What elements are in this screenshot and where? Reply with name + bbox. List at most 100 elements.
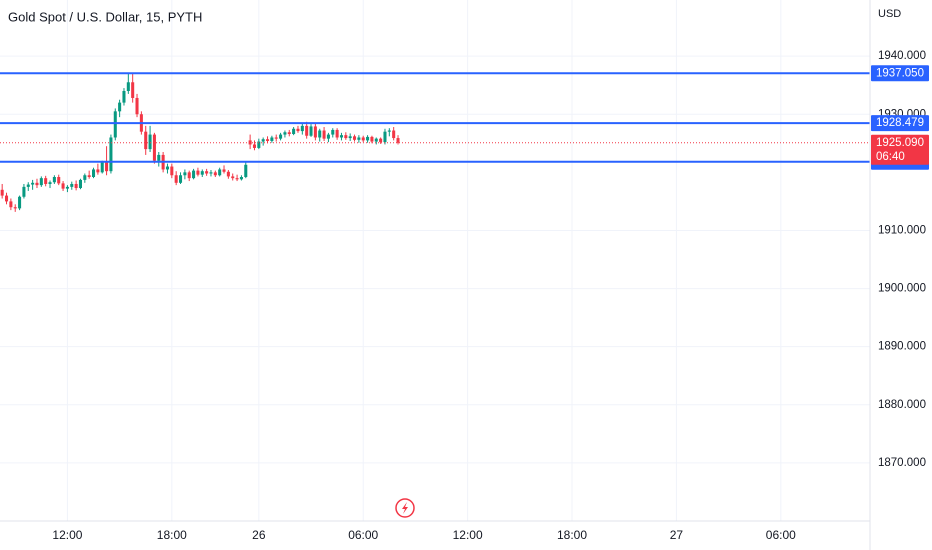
candle-body [131,82,135,98]
candle-body [83,175,87,180]
candle-body [74,183,78,189]
y-tick-label: 1910.000 [878,224,926,236]
candle-body [31,182,35,185]
candle-body [65,186,69,189]
candle-body [279,134,283,139]
candle-body [57,176,61,184]
candle-body [87,175,91,177]
candle-body [300,125,304,132]
candle-body [96,169,100,173]
x-tick-label: 06:00 [348,528,378,542]
candle-body [274,137,278,139]
event-bolt[interactable] [402,502,408,514]
candle-body [387,130,391,132]
candle-body [361,137,365,141]
candle-body [344,135,348,139]
candle-body [370,136,374,142]
candle-body [70,183,74,187]
candle-body [335,129,339,138]
candle-body [231,176,235,179]
candle-body [270,137,274,141]
candle-body [48,182,52,184]
candle-body [379,138,383,143]
plot [0,72,870,212]
candle-body [179,175,183,183]
candle-body [118,102,122,112]
candle-body [226,171,230,177]
candle-body [183,172,187,176]
candle-body [348,136,352,139]
y-tick-label: 1880.000 [878,399,926,411]
candle-body [244,164,248,177]
candle-body [353,136,357,140]
candle-body [392,130,396,139]
candle-body [109,137,113,172]
y-tick-label: 1900.000 [878,283,926,295]
x-tick-label: 18:00 [157,528,187,542]
candle-body [135,97,139,115]
candle-body [266,139,270,141]
x-tick-label: 27 [670,528,684,542]
candle-body [113,111,117,138]
candle-body [100,162,104,173]
candle-body [126,82,130,91]
candle-body [357,137,361,140]
last-price-label: 1925.090 [876,137,924,149]
x-tick-label: 12:00 [453,528,483,542]
candle-body [39,178,43,186]
candle-body [222,169,226,172]
candle-body [257,141,261,148]
candle-body [248,140,252,145]
candle-body [292,128,296,134]
level-label-bg [871,65,929,82]
x-tick-label: 06:00 [766,528,796,542]
countdown-label: 06:40 [876,151,905,163]
candle-body [239,176,243,180]
candle-body [287,132,291,134]
level-label-bg [871,115,929,132]
candle-body [144,131,148,150]
candle-body [209,172,213,174]
candle-body [261,139,265,142]
candle-body [313,126,317,138]
candle-body [383,131,387,143]
candle-body [200,171,204,175]
candle-body [283,132,287,135]
candle-body [205,171,209,174]
candle-body [235,178,239,180]
candle-body [5,195,9,202]
candle-body [213,172,217,176]
candle-body [9,201,13,208]
candle-body [92,169,96,177]
candle-body [165,166,169,170]
y-tick-label: 1890.000 [878,341,926,353]
candle-body [339,135,343,138]
x-tick-label: 18:00 [557,528,587,542]
candle-body [105,162,109,172]
candle-body [366,136,370,141]
chart-title: Gold Spot / U.S. Dollar, 15, PYTH [8,9,202,24]
candle-body [35,182,39,186]
candle-body [374,138,378,142]
candle-body [322,130,326,139]
candle-body [152,134,156,161]
candle-body [148,134,152,150]
candle-body [61,183,65,189]
candle-body [305,125,309,136]
candle-body [122,90,126,103]
y-tick-label: 1940.000 [878,50,926,62]
event-icon[interactable] [395,498,415,518]
candle-body [196,170,200,175]
level-label: 1928.479 [876,117,924,129]
candle-body [396,138,400,143]
candle-body [331,129,335,135]
candle-body [157,154,161,161]
candle-body [326,134,330,139]
candle-body [192,170,196,179]
candle-body [78,179,82,189]
x-tick-label: 12:00 [52,528,82,542]
candle-body [218,169,222,176]
candle-body [174,175,178,183]
